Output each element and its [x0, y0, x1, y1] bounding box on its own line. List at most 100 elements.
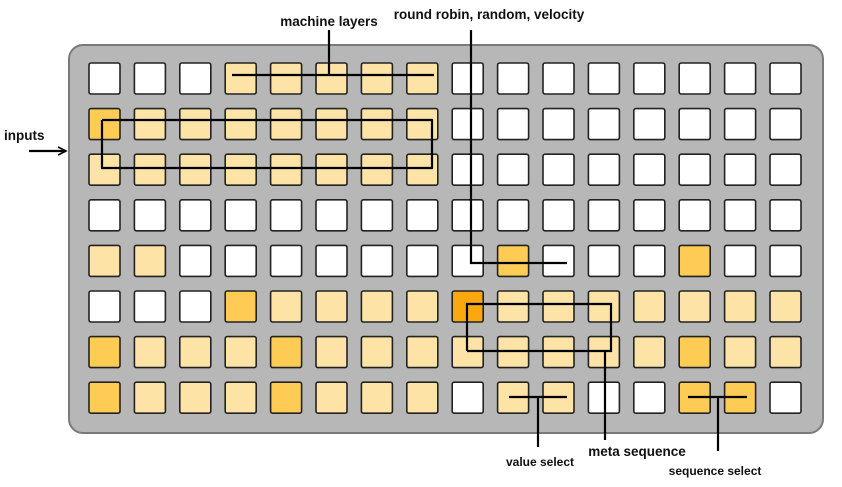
pad-r1-c14	[679, 63, 710, 94]
pad-r4-c10	[498, 200, 529, 231]
pad-r3-c11	[543, 154, 574, 185]
pad-r6-c3	[180, 291, 211, 322]
pad-r6-c7	[361, 291, 392, 322]
pad-r3-c7	[361, 154, 392, 185]
pad-r8-c9	[452, 382, 483, 413]
pad-r3-c14	[679, 154, 710, 185]
pad-r4-c9	[452, 200, 483, 231]
pad-r2-c8	[407, 109, 438, 140]
pad-r6-c14	[679, 291, 710, 322]
pad-r7-c13	[634, 337, 665, 368]
pad-r3-c13	[634, 154, 665, 185]
pad-r8-c3	[180, 382, 211, 413]
pad-r2-c14	[679, 109, 710, 140]
pad-r2-c13	[634, 109, 665, 140]
pad-r7-c14	[679, 337, 710, 368]
pad-r4-c13	[634, 200, 665, 231]
machine-layers-label: machine layers	[280, 14, 378, 29]
pad-r4-c14	[679, 200, 710, 231]
pad-r7-c8	[407, 337, 438, 368]
pad-r6-c13	[634, 291, 665, 322]
pad-r6-c16	[770, 291, 801, 322]
pad-r3-c6	[316, 154, 347, 185]
pad-r7-c5	[271, 337, 302, 368]
pad-r3-c10	[498, 154, 529, 185]
pad-r4-c11	[543, 200, 574, 231]
pad-r5-c9	[452, 245, 483, 276]
pad-r6-c2	[134, 291, 165, 322]
value-select-label: value select	[506, 455, 574, 469]
pad-r2-c9	[452, 109, 483, 140]
pad-r4-c3	[180, 200, 211, 231]
pad-r3-c3	[180, 154, 211, 185]
pad-r6-c11	[543, 291, 574, 322]
pad-r5-c7	[361, 245, 392, 276]
pad-r2-c4	[225, 109, 256, 140]
pad-r4-c15	[725, 200, 756, 231]
pad-r2-c3	[180, 109, 211, 140]
pad-r3-c5	[271, 154, 302, 185]
pad-r6-c8	[407, 291, 438, 322]
pad-r1-c9	[452, 63, 483, 94]
pad-r2-c7	[361, 109, 392, 140]
pad-r2-c10	[498, 109, 529, 140]
pad-r8-c5	[271, 382, 302, 413]
pad-r5-c14	[679, 245, 710, 276]
pad-r6-c4	[225, 291, 256, 322]
pad-r2-c2	[134, 109, 165, 140]
pad-r8-c6	[316, 382, 347, 413]
pad-r8-c8	[407, 382, 438, 413]
pad-r5-c2	[134, 245, 165, 276]
pad-r2-c6	[316, 109, 347, 140]
pad-r1-c2	[134, 63, 165, 94]
pad-r4-c1	[89, 200, 120, 231]
pad-r1-c6	[316, 63, 347, 94]
pad-r6-c1	[89, 291, 120, 322]
pad-r3-c1	[89, 154, 120, 185]
pad-r1-c5	[271, 63, 302, 94]
pad-r8-c7	[361, 382, 392, 413]
pad-r7-c6	[316, 337, 347, 368]
pad-r6-c10	[498, 291, 529, 322]
pad-r4-c2	[134, 200, 165, 231]
pad-r2-c1	[89, 109, 120, 140]
pad-r5-c10	[498, 245, 529, 276]
pad-r6-c6	[316, 291, 347, 322]
pad-r2-c12	[588, 109, 619, 140]
pad-r5-c1	[89, 245, 120, 276]
pad-r3-c9	[452, 154, 483, 185]
pad-r5-c5	[271, 245, 302, 276]
pad-r5-c12	[588, 245, 619, 276]
pad-r4-c8	[407, 200, 438, 231]
pad-r6-c15	[725, 291, 756, 322]
sequence-select-label: sequence select	[669, 464, 762, 478]
pad-r5-c16	[770, 245, 801, 276]
pad-r5-c15	[725, 245, 756, 276]
pad-r1-c15	[725, 63, 756, 94]
pad-r8-c1	[89, 382, 120, 413]
pad-r2-c5	[271, 109, 302, 140]
pad-r6-c12	[588, 291, 619, 322]
pad-r3-c2	[134, 154, 165, 185]
pad-r1-c4	[225, 63, 256, 94]
pad-r2-c15	[725, 109, 756, 140]
pad-r4-c6	[316, 200, 347, 231]
pad-r7-c3	[180, 337, 211, 368]
pad-r1-c8	[407, 63, 438, 94]
pad-r1-c13	[634, 63, 665, 94]
pad-r1-c3	[180, 63, 211, 94]
pad-r7-c7	[361, 337, 392, 368]
pad-r5-c6	[316, 245, 347, 276]
pad-r8-c13	[634, 382, 665, 413]
pad-r3-c4	[225, 154, 256, 185]
pad-r4-c16	[770, 200, 801, 231]
pad-r3-c8	[407, 154, 438, 185]
meta-sequence-label: meta sequence	[588, 444, 686, 459]
pad-r8-c4	[225, 382, 256, 413]
pad-r5-c11	[543, 245, 574, 276]
inputs-label: inputs	[4, 128, 45, 143]
pad-r7-c1	[89, 337, 120, 368]
pad-r1-c1	[89, 63, 120, 94]
pad-r4-c12	[588, 200, 619, 231]
pad-r1-c11	[543, 63, 574, 94]
